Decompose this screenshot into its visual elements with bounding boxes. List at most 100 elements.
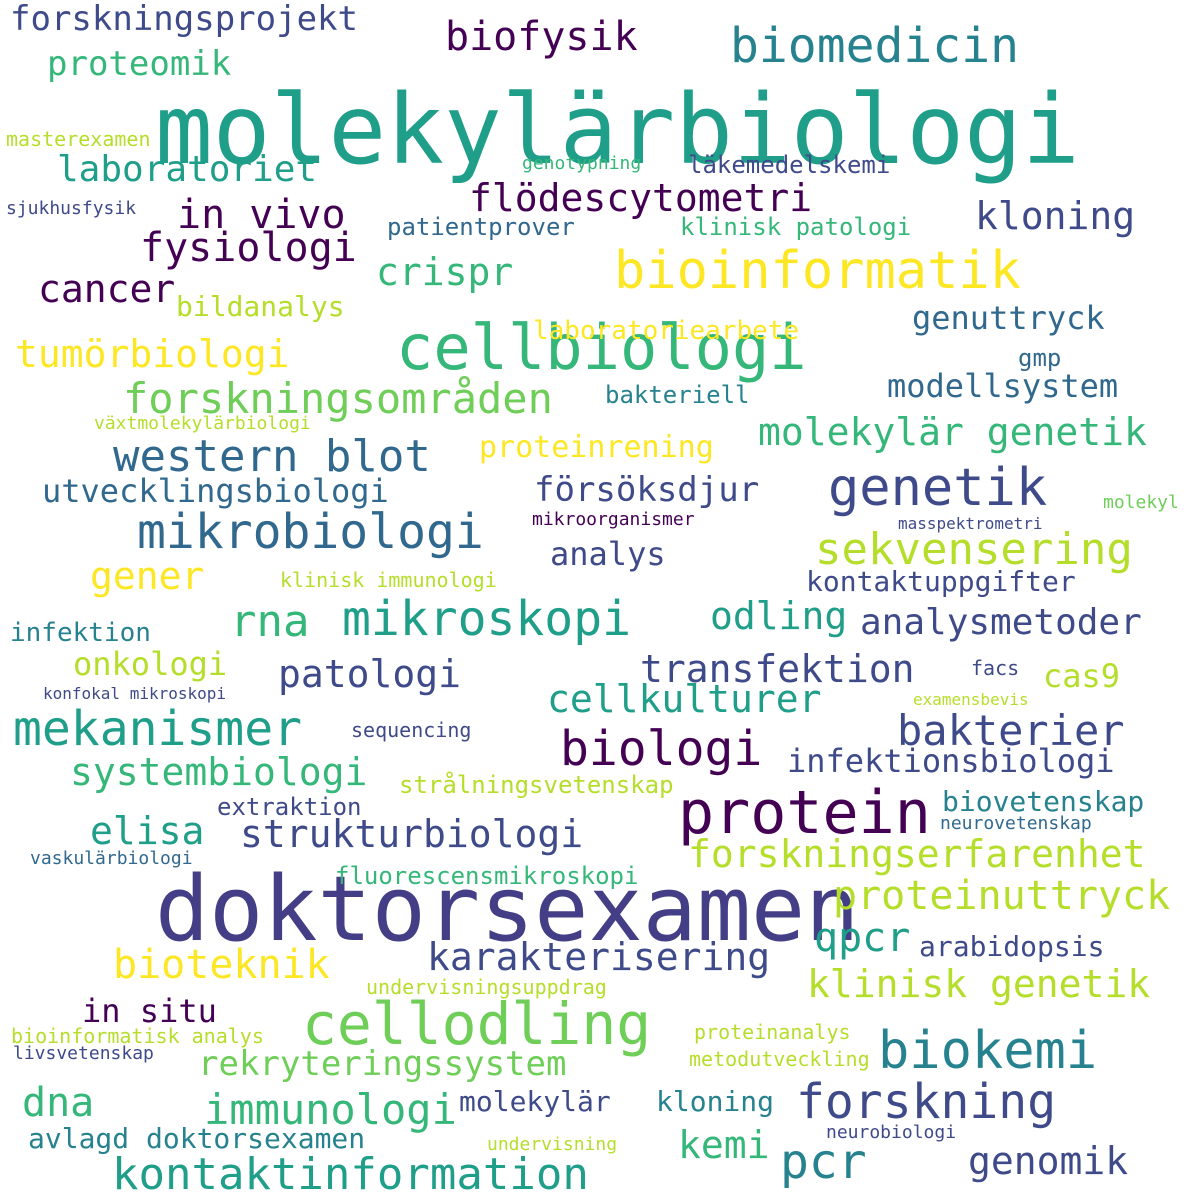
cloud-word: mikrobiologi — [137, 504, 484, 560]
cloud-word: kemi — [678, 1123, 770, 1167]
cloud-word: immunologi — [204, 1085, 457, 1134]
cloud-word: analys — [550, 535, 666, 573]
cloud-word: forskningserfarenhet — [688, 832, 1146, 876]
cloud-word: arabidopsis — [919, 930, 1105, 963]
cloud-word: mikroorganismer — [532, 509, 695, 530]
cloud-word: sequencing — [351, 718, 472, 742]
cloud-word: laboratoriet — [57, 149, 318, 190]
cloud-word: fysiologi — [140, 225, 357, 271]
cloud-word: fluorescensmikroskopi — [335, 862, 639, 890]
cloud-word: neurobiologi — [826, 1122, 957, 1143]
cloud-word: flödescytometri — [469, 176, 813, 220]
cloud-word: infektionsbiologi — [787, 742, 1115, 780]
cloud-word: facs — [971, 656, 1020, 680]
cloud-word: mekanismer — [13, 701, 302, 757]
cloud-word: molekyl — [1103, 492, 1179, 513]
cloud-word: växtmolekylärbiologi — [94, 413, 311, 434]
cloud-word: genomik — [968, 1139, 1129, 1183]
cloud-word: kontaktuppgifter — [806, 565, 1076, 598]
cloud-word: mikroskopi — [342, 591, 631, 647]
cloud-word: läkemedelskemi — [688, 151, 891, 179]
cloud-word: cancer — [38, 267, 176, 311]
cloud-word: avlagd doktorsexamen — [28, 1122, 366, 1155]
cloud-word: biovetenskap — [942, 785, 1145, 818]
cloud-word: transfektion — [640, 647, 915, 691]
cloud-word: in vivo — [177, 192, 346, 238]
cloud-word: sekvensering — [815, 524, 1133, 575]
cloud-word: qpcr — [814, 915, 911, 961]
cloud-word: bioteknik — [113, 942, 330, 988]
cloud-word: analysmetoder — [860, 602, 1142, 643]
cloud-word: cellbiologi — [396, 311, 807, 384]
cloud-word: cas9 — [1043, 657, 1121, 695]
cloud-word: bioinformatik — [614, 241, 1021, 301]
cloud-word: genotypning — [522, 153, 642, 174]
cloud-word: elisa — [90, 809, 205, 853]
cloud-word: forskningsområden — [123, 374, 553, 423]
cloud-word: genetik — [828, 458, 1048, 518]
cloud-word: protein — [678, 778, 931, 848]
cloud-word: kloning — [656, 1085, 775, 1118]
cloud-word: vaskulärbiologi — [30, 848, 193, 869]
cloud-word: biofysik — [445, 14, 638, 60]
cloud-word: forskningsprojekt — [10, 0, 358, 39]
cloud-word: försöksdjur — [534, 470, 760, 510]
cloud-word: examensbevis — [913, 690, 1029, 709]
cloud-word: strukturbiologi — [240, 812, 584, 856]
cloud-word: biomedicin — [730, 18, 1019, 74]
cloud-word: proteomik — [47, 44, 232, 84]
cloud-word: sjukhusfysik — [6, 198, 137, 219]
cloud-word: karakterisering — [427, 935, 771, 979]
cloud-word: rna — [230, 596, 310, 647]
cloud-word: kloning — [975, 194, 1136, 238]
cloud-word: extraktion — [217, 793, 362, 821]
cloud-word: molekylärbiologi — [155, 74, 1080, 186]
cloud-word: rekryteringssystem — [198, 1044, 567, 1084]
cloud-word: utvecklingsbiologi — [42, 472, 389, 510]
cloud-word: molekylär — [459, 1085, 611, 1118]
cloud-word: modellsystem — [887, 367, 1119, 405]
cloud-word: pcr — [780, 1134, 867, 1190]
cloud-word: undervisningsuppdrag — [366, 975, 607, 999]
cloud-word: proteinrening — [479, 430, 714, 465]
cloud-word: bakteriell — [605, 381, 750, 409]
cloud-word: neurovetenskap — [940, 813, 1092, 834]
cloud-word: molekylär genetik — [758, 410, 1147, 454]
cloud-word: biokemi — [878, 1021, 1098, 1081]
cloud-word: klinisk genetik — [807, 962, 1151, 1006]
cloud-word: cellodling — [302, 990, 652, 1058]
cloud-word: patologi — [278, 652, 462, 696]
cloud-word: odling — [710, 594, 848, 638]
cloud-word: klinisk patologi — [680, 213, 912, 241]
cloud-word: tumörbiologi — [15, 332, 290, 376]
cloud-word: infektion — [10, 618, 151, 648]
cloud-word: western blot — [113, 431, 431, 482]
cloud-word: masspektrometri — [898, 514, 1043, 533]
cloud-word: proteinanalys — [694, 1020, 851, 1044]
cloud-word: laboratoriearbete — [533, 316, 800, 346]
cloud-word: in situ — [82, 992, 217, 1030]
cloud-word: patientprover — [387, 213, 575, 241]
cloud-word: onkologi — [73, 645, 228, 683]
cloud-word: gmp — [1018, 344, 1062, 372]
cloud-word: masterexamen — [6, 127, 151, 151]
cloud-word: strålningsvetenskap — [399, 771, 674, 799]
cloud-word: cellkulturer — [547, 677, 822, 721]
cloud-word: systembiologi — [70, 750, 368, 794]
cloud-word: bakterier — [897, 706, 1125, 755]
cloud-word: doktorsexamen — [155, 857, 860, 962]
cloud-word: bildanalys — [176, 290, 345, 323]
cloud-word: proteinuttryck — [833, 873, 1171, 919]
cloud-word: metodutveckling — [689, 1047, 870, 1071]
cloud-word: genuttryck — [912, 299, 1105, 337]
cloud-word: undervisning — [487, 1134, 618, 1155]
cloud-word: gener — [90, 554, 205, 598]
cloud-word: konfokal mikroskopi — [43, 684, 227, 703]
cloud-word: bioinformatisk analys — [11, 1024, 264, 1048]
cloud-word: kontaktinformation — [112, 1149, 589, 1200]
cloud-word: dna — [22, 1080, 95, 1126]
cloud-word: livsvetenskap — [13, 1043, 154, 1064]
cloud-word: biologi — [560, 721, 763, 777]
cloud-word: crispr — [376, 250, 514, 294]
